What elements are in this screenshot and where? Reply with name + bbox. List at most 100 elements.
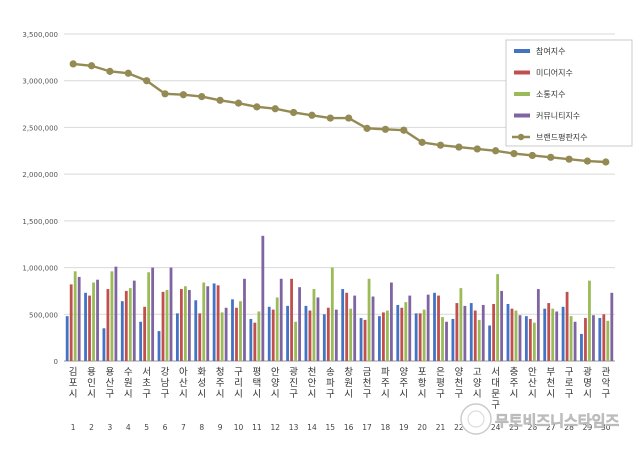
bar [92, 282, 95, 361]
bar [580, 333, 583, 361]
x-rank-label: 27 [546, 423, 556, 432]
x-rank-label: 22 [454, 423, 464, 432]
bar [298, 287, 301, 361]
x-rank-label: 14 [307, 423, 317, 432]
bar [216, 285, 220, 361]
x-rank-label: 9 [218, 423, 223, 432]
x-rank-label: 7 [181, 423, 186, 432]
bar [120, 301, 124, 361]
bar [506, 304, 510, 361]
bar [445, 321, 448, 361]
bar [382, 312, 385, 361]
x-rank-label: 11 [252, 423, 262, 432]
bar [390, 282, 393, 361]
bar [441, 317, 444, 361]
line-point [363, 124, 371, 132]
legend-label: 소통지수 [536, 90, 565, 99]
line-point [124, 69, 132, 77]
bar [308, 310, 312, 361]
x-rank-label: 8 [199, 423, 204, 432]
line-point [492, 147, 500, 155]
legend-swatch [514, 113, 530, 118]
line-point [216, 96, 224, 104]
x-rank-label: 16 [344, 423, 354, 432]
legend-box [505, 39, 633, 147]
y-tick-label: 0 [54, 358, 58, 366]
bar [212, 283, 216, 361]
bar [528, 318, 532, 361]
bar [422, 309, 426, 361]
x-rank-label: 3 [108, 423, 113, 432]
bar [573, 321, 577, 361]
line-point [161, 90, 169, 98]
bar [102, 328, 106, 361]
legend-swatch [514, 49, 530, 53]
bar [312, 289, 316, 361]
line-point [289, 108, 298, 117]
bar [345, 292, 349, 361]
bar [88, 295, 91, 361]
legend-label: 커뮤니티지수 [536, 111, 580, 121]
line-point [345, 114, 353, 122]
line-point [271, 105, 279, 113]
bar [151, 267, 155, 361]
bar [469, 303, 473, 361]
bar [543, 308, 547, 361]
bar [488, 325, 492, 361]
legend-label: 참여지수 [536, 46, 565, 56]
x-rank-label: 4 [126, 423, 131, 432]
line-point [510, 149, 518, 158]
watermark-emblem-icon [460, 403, 492, 435]
bar [271, 309, 275, 361]
bar [400, 307, 404, 361]
bar [249, 318, 253, 361]
bar [290, 278, 293, 361]
x-rank-label: 19 [399, 423, 409, 432]
bar [500, 290, 504, 361]
bar [396, 304, 400, 361]
bar [183, 286, 187, 361]
x-rank-label: 1 [71, 423, 76, 432]
x-rank-label: 24 [491, 423, 501, 432]
bar [257, 311, 261, 361]
bar [73, 271, 77, 361]
bar [426, 294, 430, 361]
bar [437, 295, 440, 361]
bar [84, 292, 87, 361]
bar [110, 271, 114, 361]
bar [414, 313, 418, 361]
bar [341, 289, 345, 361]
bar [165, 289, 169, 361]
bar [353, 295, 357, 361]
bar [326, 307, 330, 361]
bar [114, 266, 118, 361]
bar [139, 321, 143, 361]
bar [286, 305, 289, 361]
y-tick-label: 3,500,000 [22, 31, 58, 39]
line-point [326, 114, 334, 122]
bar [584, 318, 587, 361]
bar [510, 308, 514, 361]
bar [418, 313, 422, 361]
